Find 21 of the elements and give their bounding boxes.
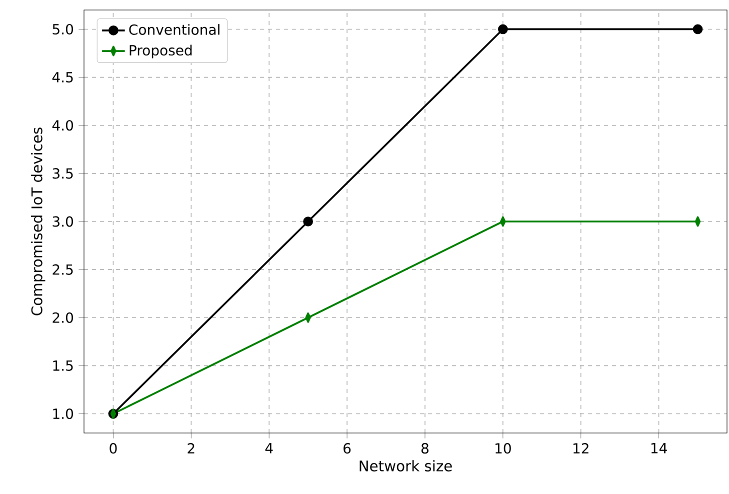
x-tick-label: 0 xyxy=(110,443,117,454)
y-tick-label: 5.0 xyxy=(52,24,74,35)
y-tick-label: 4.5 xyxy=(52,72,73,82)
y-tick-label: 3.5 xyxy=(52,168,73,179)
legend-label: Proposed xyxy=(130,44,192,58)
x-axis-title: Network size xyxy=(360,460,452,472)
y-tick-label: 2.0 xyxy=(52,312,74,323)
x-tick-label: 14 xyxy=(651,443,667,454)
x-tick-label: 4 xyxy=(265,443,273,454)
y-axis-title: Compromised IoT devices xyxy=(31,128,46,316)
y-tick-label: 3.0 xyxy=(52,216,74,227)
x-tick-label: 8 xyxy=(421,443,428,454)
y-tick-label: 4.0 xyxy=(52,120,74,131)
x-tick-label: 2 xyxy=(188,443,194,454)
y-tick-label: 1.0 xyxy=(53,408,74,420)
x-tick-label: 12 xyxy=(573,443,588,454)
x-tick-label: 6 xyxy=(344,443,351,454)
y-tick-label: 2.5 xyxy=(52,264,73,275)
y-tick-label: 1.5 xyxy=(53,360,73,371)
x-tick-label: 10 xyxy=(496,443,511,454)
legend-label: Conventional xyxy=(129,24,220,35)
